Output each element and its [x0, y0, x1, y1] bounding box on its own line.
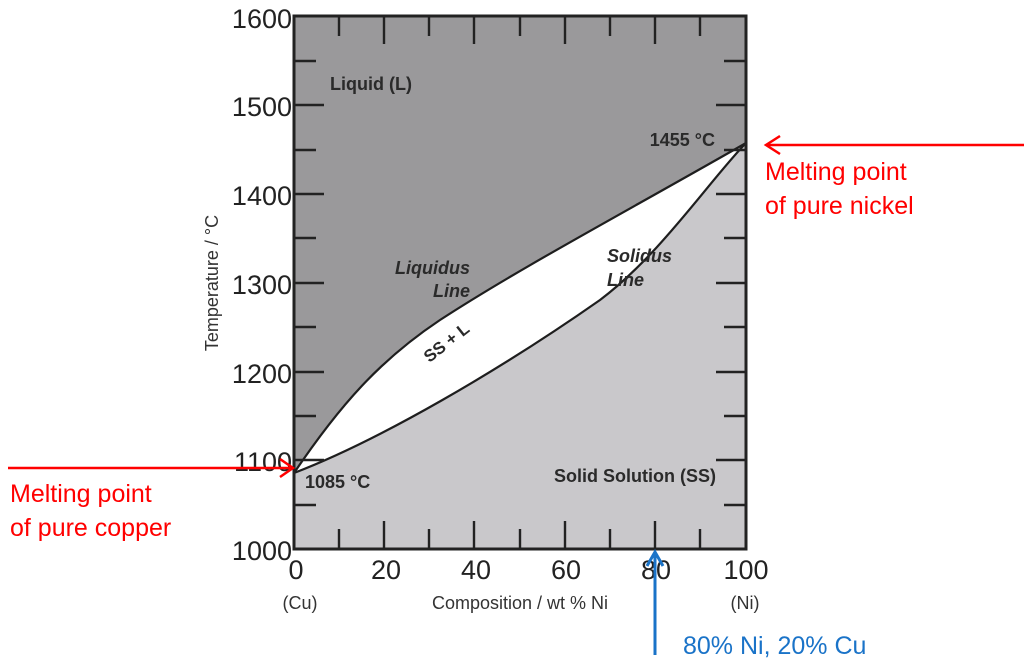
x-tick-40: 40 — [461, 555, 491, 585]
y-tick-1500: 1500 — [232, 92, 292, 122]
y-tick-1600: 1600 — [232, 4, 292, 34]
y-tick-1400: 1400 — [232, 181, 292, 211]
composition-arrow — [645, 548, 665, 655]
copper-callout-line1: Melting point — [10, 480, 152, 508]
nickel-melting-arrow — [763, 134, 1024, 156]
y-axis-title: Temperature / °C — [202, 215, 222, 351]
liquidus-label-2: Line — [433, 281, 470, 301]
bottom-ticks — [337, 521, 702, 549]
x-tick-100: 100 — [723, 555, 768, 585]
right-ticks — [716, 59, 746, 507]
solidus-line — [293, 142, 747, 475]
solid-solution-label: Solid Solution (SS) — [554, 466, 716, 486]
x-tick-labels: 0 20 40 60 80 100 — [288, 555, 768, 585]
composition-callout: 80% Ni, 20% Cu — [683, 632, 866, 660]
x-end-label-cu: (Cu) — [283, 593, 318, 613]
nickel-melting-temp-label: 1455 °C — [650, 130, 715, 150]
top-ticks — [337, 16, 702, 44]
y-tick-1300: 1300 — [232, 270, 292, 300]
copper-melting-arrow — [8, 457, 296, 479]
y-tick-1200: 1200 — [232, 359, 292, 389]
nickel-callout-line1: Melting point — [765, 158, 907, 186]
liquidus-line — [293, 142, 747, 474]
solid-solution-region — [294, 143, 746, 549]
solidus-label-1: Solidus — [607, 246, 672, 266]
copper-callout-line2: of pure copper — [10, 514, 171, 542]
x-end-label-ni: (Ni) — [731, 593, 760, 613]
two-phase-region — [294, 143, 746, 473]
left-ticks — [294, 59, 324, 507]
solidus-label-2: Line — [607, 270, 644, 290]
liquid-label: Liquid (L) — [330, 74, 412, 94]
x-tick-20: 20 — [371, 555, 401, 585]
x-tick-60: 60 — [551, 555, 581, 585]
x-tick-0: 0 — [288, 555, 303, 585]
y-tick-1000: 1000 — [232, 536, 292, 566]
liquidus-label-1: Liquidus — [395, 258, 470, 278]
nickel-callout-line2: of pure nickel — [765, 192, 914, 220]
x-axis-title: Composition / wt % Ni — [432, 593, 608, 613]
copper-melting-temp-label: 1085 °C — [305, 472, 370, 492]
y-tick-labels: 1600 1500 1400 1300 1200 1100 1000 — [232, 4, 292, 566]
